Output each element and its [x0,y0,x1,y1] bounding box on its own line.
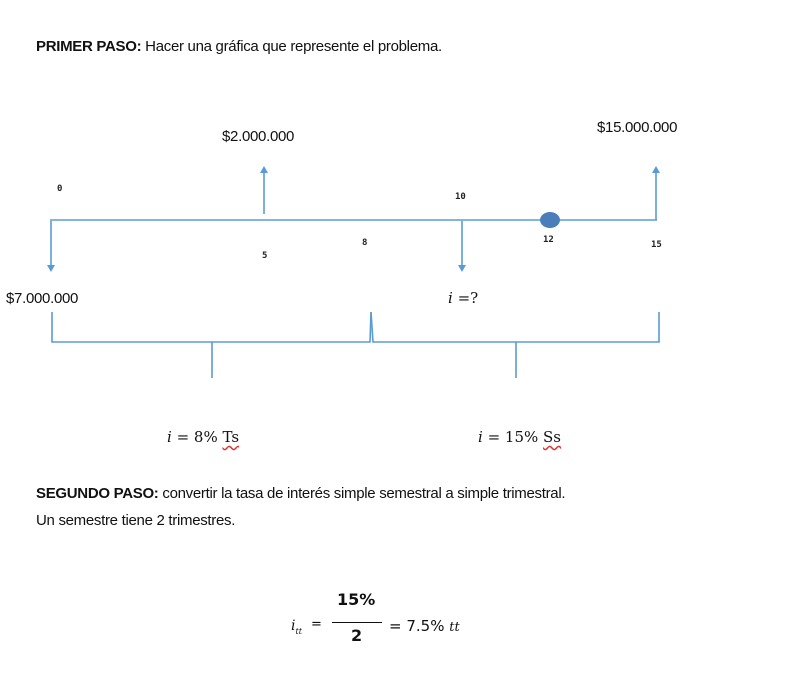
formula-result-value: = 7.5% [389,617,445,635]
rate-left-unit: Ts [222,428,240,446]
fraction-bar [332,622,382,623]
rate-right-value: = 15% [482,428,544,446]
formula-numerator: 15% [337,590,376,609]
formula-lhs-symbol: i [291,618,296,634]
tick-label-12: 12 [543,235,554,245]
formula-result-unit: tt [449,620,460,635]
step1-text: Hacer una gráfica que represente el prob… [145,38,442,55]
rate-left-symbol: i [167,428,172,446]
step2-text: convertir la tasa de interés simple seme… [162,485,566,502]
step1-heading: PRIMER PASO: Hacer una gráfica que repre… [36,38,442,55]
rate-right-unit: Ss [543,428,562,446]
unknown-rate-label: i =? [448,289,478,307]
amount-period-5: $2.000.000 [222,128,295,145]
formula-lhs: itt [291,618,302,636]
step2-heading: SEGUNDO PASO: convertir la tasa de inter… [36,485,566,502]
period-12-marker [540,212,560,228]
arrowhead-down-10 [458,265,466,272]
step2-line2: Un semestre tiene 2 trimestres. [36,512,236,529]
tick-label-10: 10 [455,192,466,202]
formula-result: = 7.5% tt [389,617,460,635]
rate-left-value: = 8% [171,428,223,446]
formula-denominator: 2 [351,626,363,645]
amount-period-0: $7.000.000 [6,290,79,307]
rate-right-label: i = 15% Ss [478,428,561,446]
step2-label: SEGUNDO PASO: [36,485,159,502]
rate-right-symbol: i [478,428,483,446]
unknown-rate-text: =? [452,289,479,307]
step1-label: PRIMER PASO: [36,38,142,55]
formula-equals: = [311,617,322,632]
tick-label-15: 15 [651,240,662,250]
unknown-rate-symbol: i [448,289,453,307]
arrowhead-up-5 [260,166,268,173]
conversion-formula: itt = 15% 2 = 7.5% tt [287,588,547,658]
left-brace [51,311,372,378]
formula-lhs-subscript: tt [295,626,302,636]
arrowhead-up-15 [652,166,660,173]
rate-left-label: i = 8% Ts [167,428,239,446]
tick-label-0: 0 [57,184,63,194]
arrowhead-down-0 [47,265,55,272]
right-brace [370,311,660,378]
tick-label-5: 5 [262,251,268,261]
tick-label-8: 8 [362,238,368,248]
amount-period-15: $15.000.000 [597,119,678,136]
